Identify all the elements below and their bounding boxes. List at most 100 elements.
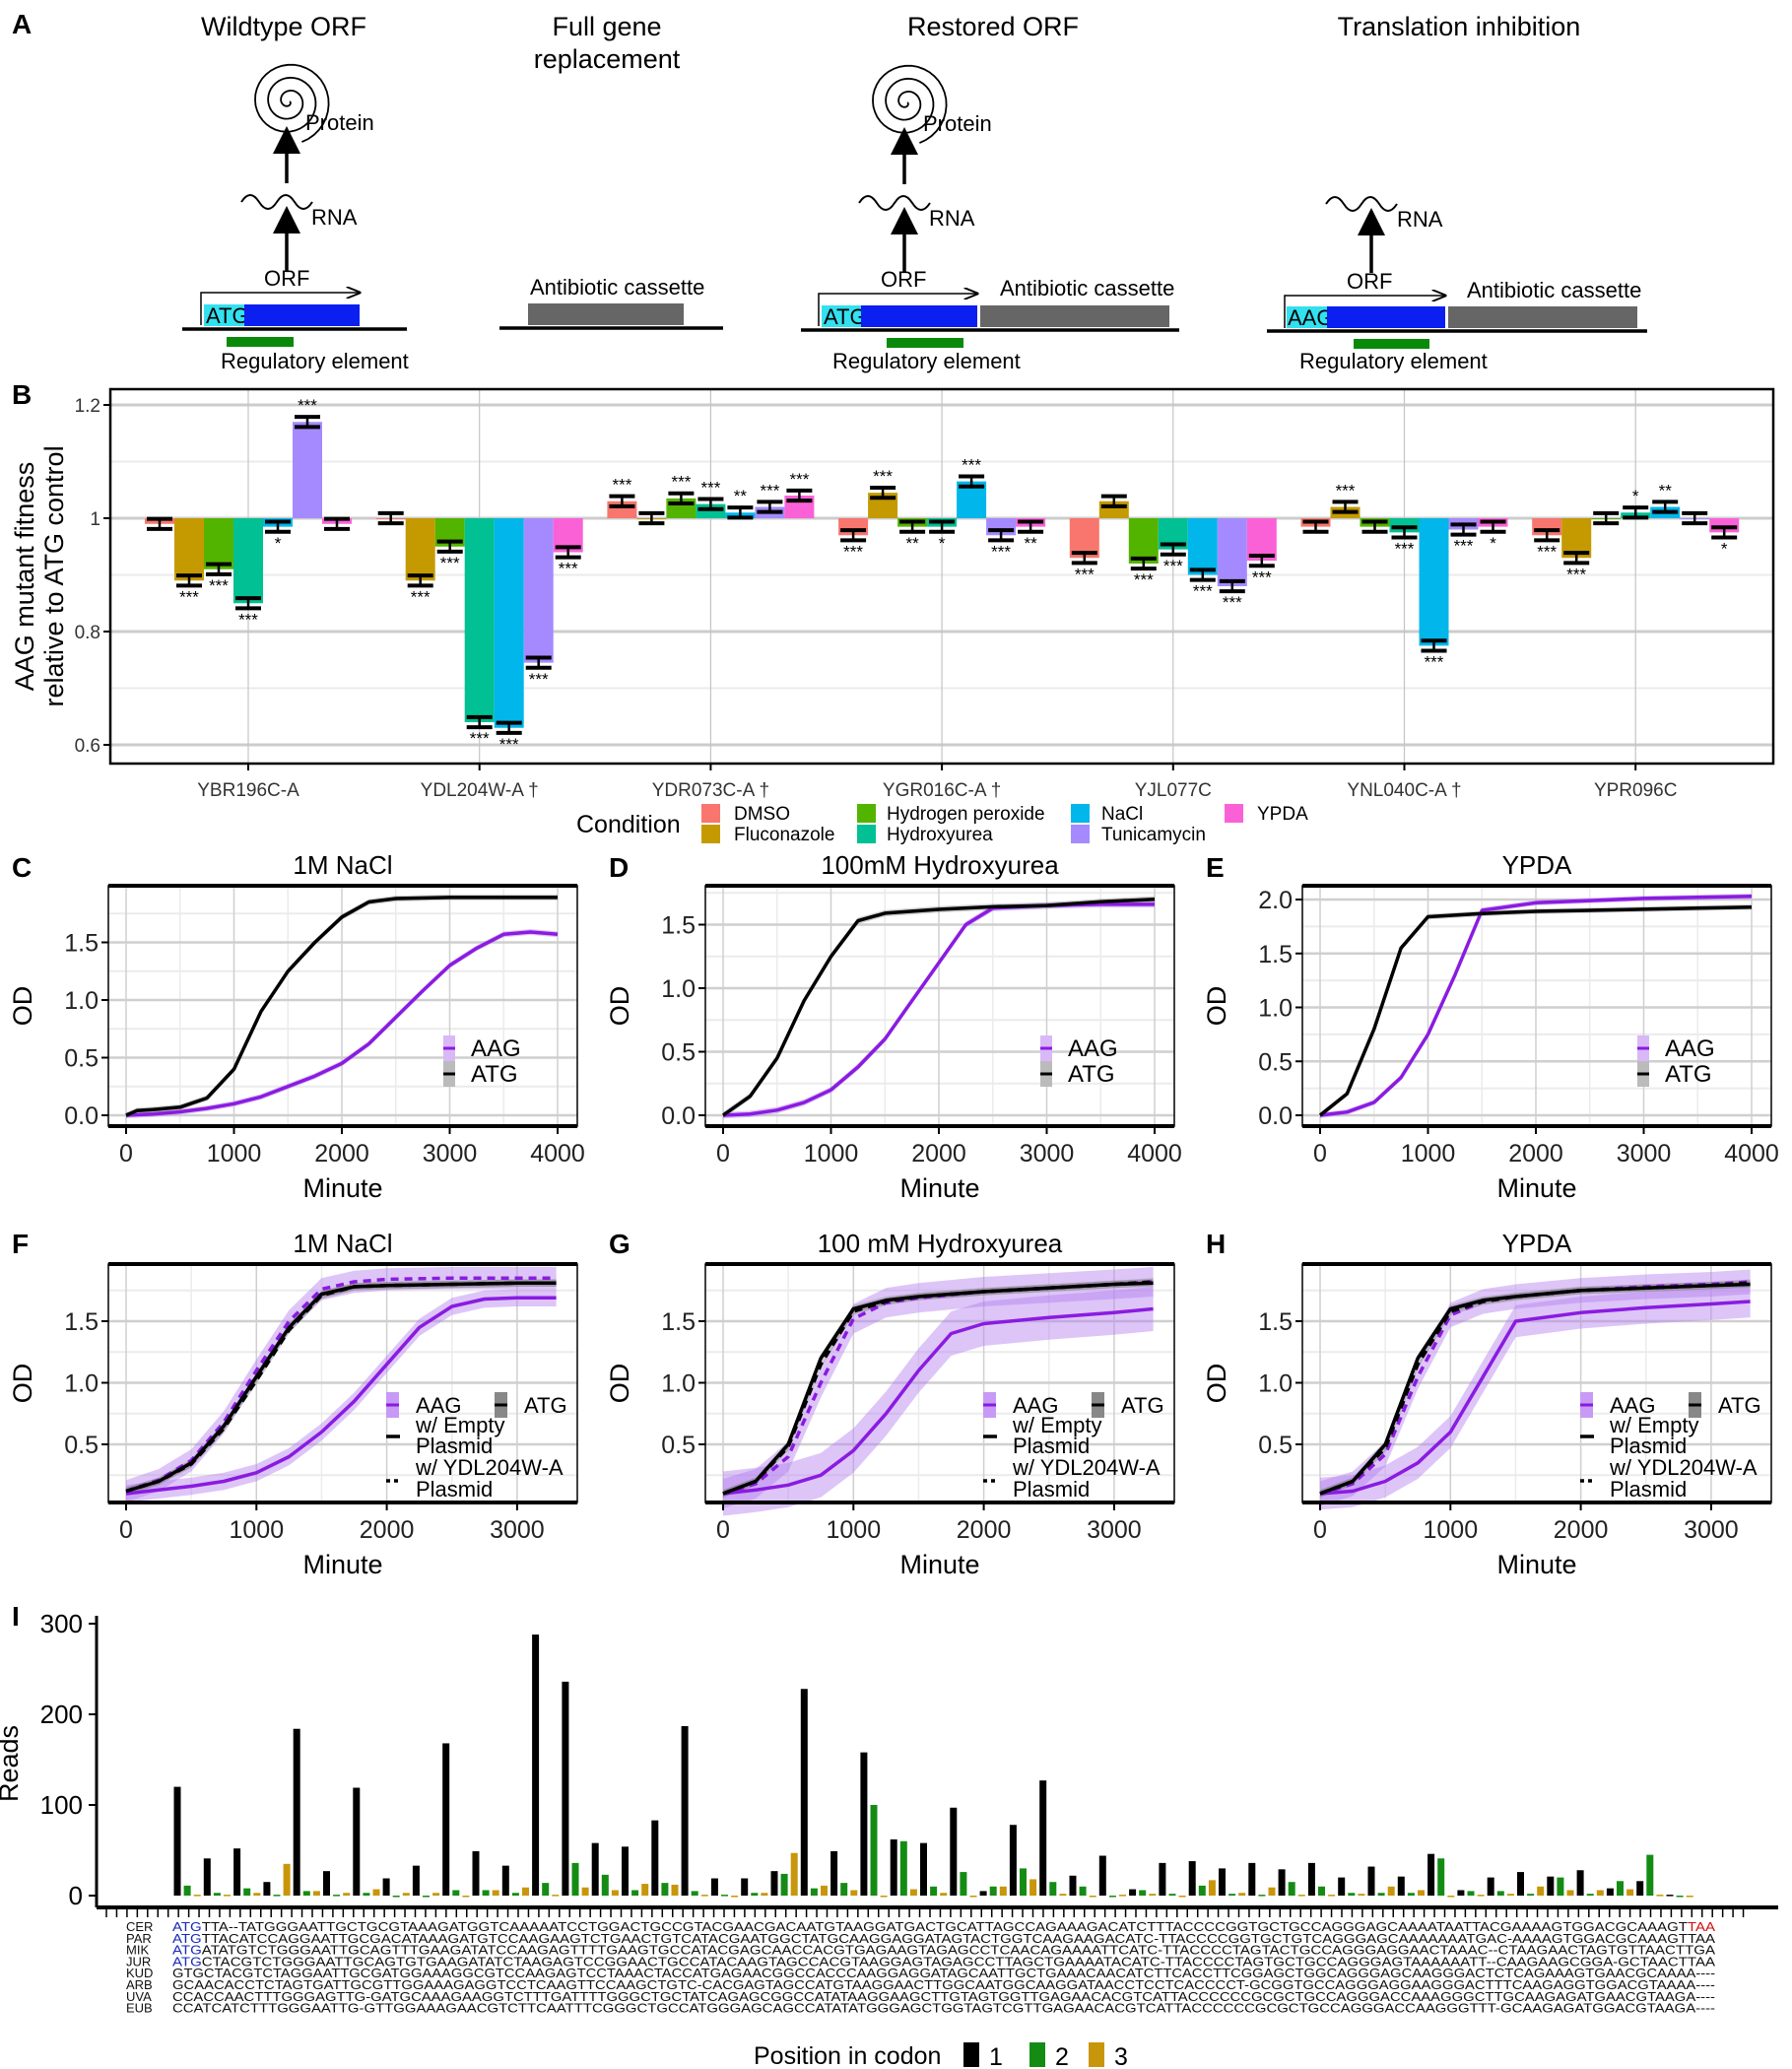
bar-ypda xyxy=(1246,518,1277,562)
significance-stars: *** xyxy=(1193,582,1213,601)
bar-hydroxyurea xyxy=(233,518,263,604)
panel-label-h: H xyxy=(1206,1229,1226,1259)
panel-label-g: G xyxy=(609,1229,631,1259)
read-bar-position-1 xyxy=(263,1882,271,1896)
read-bar-position-2 xyxy=(1437,1858,1445,1896)
species-label: MIK xyxy=(126,1943,149,1958)
read-bar-position-1 xyxy=(800,1689,808,1896)
rna-wave-icon xyxy=(858,195,931,211)
read-bar-position-3 xyxy=(1268,1887,1276,1896)
significance-stars: *** xyxy=(671,473,691,492)
orf-label: ORF xyxy=(264,266,309,291)
significance-stars: *** xyxy=(1252,567,1272,586)
significance-stars: *** xyxy=(179,587,199,606)
legend-label-aag: AAG xyxy=(471,1035,521,1062)
legend-label-position-3: 3 xyxy=(1114,2043,1128,2069)
sequence-body: GTGCTACGTCTAGGAATTGCGATGGAAAGGCGTCCAAGAG… xyxy=(172,1966,1715,1980)
read-bar-position-1 xyxy=(412,1865,420,1896)
bar-tunicamycin xyxy=(1217,518,1247,586)
read-bar-position-2 xyxy=(1049,1882,1057,1896)
legend-swatch xyxy=(701,804,720,823)
gene-label: YJL077C xyxy=(1135,780,1212,801)
read-bar-position-1 xyxy=(710,1878,718,1896)
x-tick-label: 1000 xyxy=(826,1516,881,1544)
significance-stars: * xyxy=(275,534,282,553)
x-tick-label: 0 xyxy=(1313,1140,1327,1168)
bar-nacl xyxy=(494,518,524,728)
read-bar-position-3 xyxy=(224,1895,231,1897)
translation-inhibition-diagram: Translation inhibition RNA ORF Antibioti… xyxy=(1267,12,1647,373)
read-bar-position-3 xyxy=(402,1893,410,1896)
significance-stars: *** xyxy=(700,478,720,497)
read-bar-position-2 xyxy=(1407,1893,1415,1896)
legend-label-atg: ATG xyxy=(1121,1393,1164,1418)
growth-curve-panel: 0 1000 2000 3000 0.5 1.0 1.5 1M NaCl Minute OD AAG… xyxy=(8,1229,578,1579)
legend-label-atg: ATG xyxy=(1665,1061,1712,1088)
start-codon-box xyxy=(822,305,861,327)
x-tick-label: 0 xyxy=(716,1140,730,1168)
read-bar-position-1 xyxy=(1188,1861,1196,1896)
x-axis-title: Minute xyxy=(302,1550,382,1579)
rna-wave-icon xyxy=(1325,196,1398,212)
read-bar-position-3 xyxy=(1029,1879,1037,1896)
legend-label: NaCl xyxy=(1101,804,1143,825)
y-tick-label: 1.5 xyxy=(1258,941,1293,968)
plot-border xyxy=(107,885,578,1127)
legend-label-position-1: 1 xyxy=(989,2043,1003,2069)
read-bar-position-2 xyxy=(989,1886,997,1896)
read-bar-position-2 xyxy=(1020,1868,1027,1896)
read-bar-position-2 xyxy=(1527,1894,1535,1896)
read-bar-position-3 xyxy=(1566,1890,1574,1896)
read-bar-position-3 xyxy=(1089,1896,1096,1898)
read-bar-position-1 xyxy=(1487,1877,1494,1896)
bar-tunicamycin xyxy=(293,422,322,518)
x-axis-title: Minute xyxy=(899,1173,979,1203)
y-axis-title: OD xyxy=(1202,986,1231,1027)
significance-stars: * xyxy=(1632,487,1639,505)
species-label: KUD xyxy=(126,1966,153,1980)
read-bar-position-1 xyxy=(890,1838,897,1896)
read-bar-position-1 xyxy=(1159,1862,1166,1896)
regulatory-element-box xyxy=(1354,339,1429,349)
wildtype-title: Wildtype ORF xyxy=(201,12,366,41)
read-bar-position-1 xyxy=(501,1865,509,1896)
significance-stars: ** xyxy=(1659,481,1673,500)
significance-stars: *** xyxy=(559,560,578,578)
bar-nacl xyxy=(1187,518,1218,575)
y-tick-label: 0.0 xyxy=(64,1102,99,1130)
legend-label: Hydroxyurea xyxy=(887,825,993,845)
regulatory-label: Regulatory element xyxy=(832,349,1021,373)
legend-label-aag: AAG xyxy=(416,1393,461,1418)
series-line-atg-w-ydl204w-a-plasmid xyxy=(722,1280,1154,1496)
read-bar-position-2 xyxy=(482,1890,490,1896)
panel-title: YPDA xyxy=(1502,850,1572,880)
significance-stars: *** xyxy=(1454,537,1474,556)
protein-spiral-icon xyxy=(872,64,948,144)
confidence-ribbon xyxy=(723,1267,1154,1508)
read-bar-position-1 xyxy=(1129,1889,1137,1896)
read-bar-position-2 xyxy=(631,1890,639,1896)
significance-stars: *** xyxy=(440,554,460,572)
read-bar-position-3 xyxy=(940,1893,948,1896)
read-bar-position-2 xyxy=(243,1888,251,1896)
panel-label-a: A xyxy=(12,9,32,39)
read-bar-position-2 xyxy=(1377,1893,1385,1896)
x-tick-label: 0 xyxy=(119,1140,133,1168)
x-tick-label: 0 xyxy=(1313,1516,1327,1544)
read-bar-position-2 xyxy=(213,1893,221,1896)
inhibition-title: Translation inhibition xyxy=(1338,12,1581,41)
legend-label-aag: AAG xyxy=(1013,1393,1058,1418)
legend-title: Condition xyxy=(576,811,681,838)
start-codon: ATG xyxy=(172,1931,202,1946)
significance-stars: * xyxy=(1490,534,1496,553)
legend-label-ydl-line1: w/ YDL204W-A xyxy=(1012,1455,1161,1480)
y-tick-label: 0.6 xyxy=(75,736,100,757)
start-codon: ATG xyxy=(172,1943,202,1958)
restored-title: Restored ORF xyxy=(907,12,1079,41)
y-tick-label: 0.0 xyxy=(661,1102,696,1130)
x-axis-title: Minute xyxy=(302,1173,382,1203)
bar-nacl xyxy=(1419,518,1449,646)
significance-stars: *** xyxy=(298,396,317,415)
significance-stars: *** xyxy=(209,576,229,595)
